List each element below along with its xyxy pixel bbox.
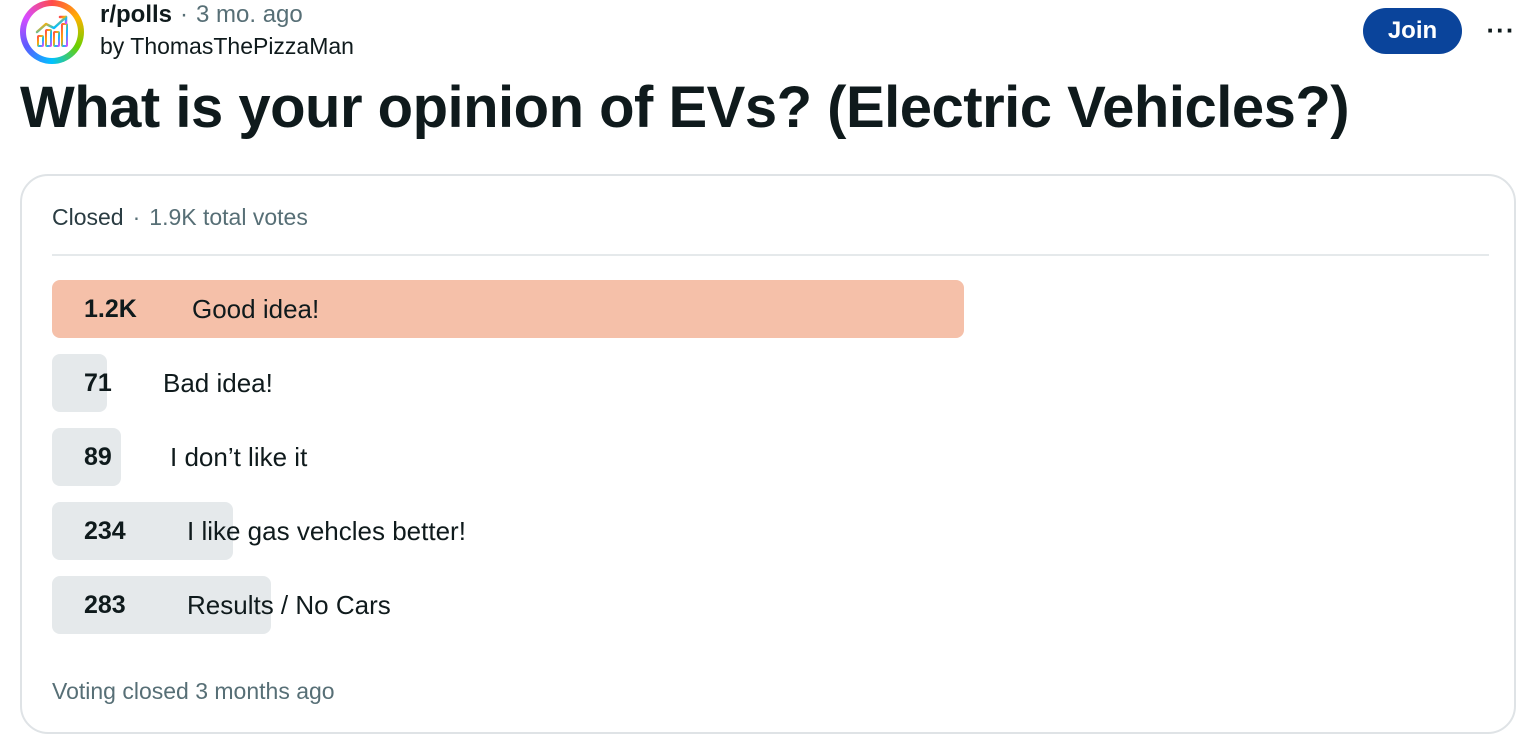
poll-option-label: I don’t like it xyxy=(170,442,308,472)
post-author[interactable]: by ThomasThePizzaMan xyxy=(100,33,354,59)
meta-separator: · xyxy=(180,1,189,28)
poll-option: 1.2K Good idea! xyxy=(52,280,1452,338)
poll-option-bar xyxy=(52,576,271,634)
poll-footer: Voting closed 3 months ago xyxy=(52,678,335,704)
poll-option-count: 283 xyxy=(84,591,126,619)
poll-option-count: 1.2K xyxy=(84,295,137,323)
poll-option-count: 89 xyxy=(84,443,112,471)
ellipsis-icon[interactable]: ··· xyxy=(1486,14,1516,45)
poll-status-label: Closed xyxy=(52,204,124,230)
poll-option-count: 71 xyxy=(84,369,112,397)
post-header: r/polls · 3 mo. ago by ThomasThePizzaMan… xyxy=(20,0,1520,66)
poll-status: Closed · 1.9K total votes xyxy=(52,202,308,232)
post-title[interactable]: What is your opinion of EVs? (Electric V… xyxy=(20,75,1350,140)
poll-option-bar xyxy=(52,354,107,412)
poll-option: 234 I like gas vehcles better! xyxy=(52,502,1452,560)
subreddit-link[interactable]: r/polls xyxy=(100,1,173,28)
poll-option-bar xyxy=(52,502,233,560)
poll-option: 283 Results / No Cars xyxy=(52,576,1452,634)
poll-option-count: 234 xyxy=(84,517,126,545)
poll-card: Closed · 1.9K total votes 1.2K Good idea… xyxy=(20,174,1516,734)
poll-option-bar xyxy=(52,428,121,486)
poll-option-bar xyxy=(52,280,964,338)
post-time: 3 mo. ago xyxy=(196,1,303,28)
divider xyxy=(52,254,1489,256)
poll-option: 89 I don’t like it xyxy=(52,428,1452,486)
post-meta: r/polls · 3 mo. ago by ThomasThePizzaMan xyxy=(100,0,354,61)
poll-total-votes: 1.9K total votes xyxy=(149,204,308,230)
subreddit-avatar[interactable] xyxy=(20,0,84,64)
poll-option-label: I like gas vehcles better! xyxy=(187,516,466,546)
poll-option-label: Bad idea! xyxy=(163,368,273,398)
poll-status-separator: · xyxy=(132,204,141,230)
poll-option: 71 Bad idea! xyxy=(52,354,1452,412)
poll-option-label: Results / No Cars xyxy=(187,590,391,620)
polls-chart-icon xyxy=(26,6,78,58)
poll-option-label: Good idea! xyxy=(192,294,320,324)
join-button[interactable]: Join xyxy=(1363,8,1462,54)
